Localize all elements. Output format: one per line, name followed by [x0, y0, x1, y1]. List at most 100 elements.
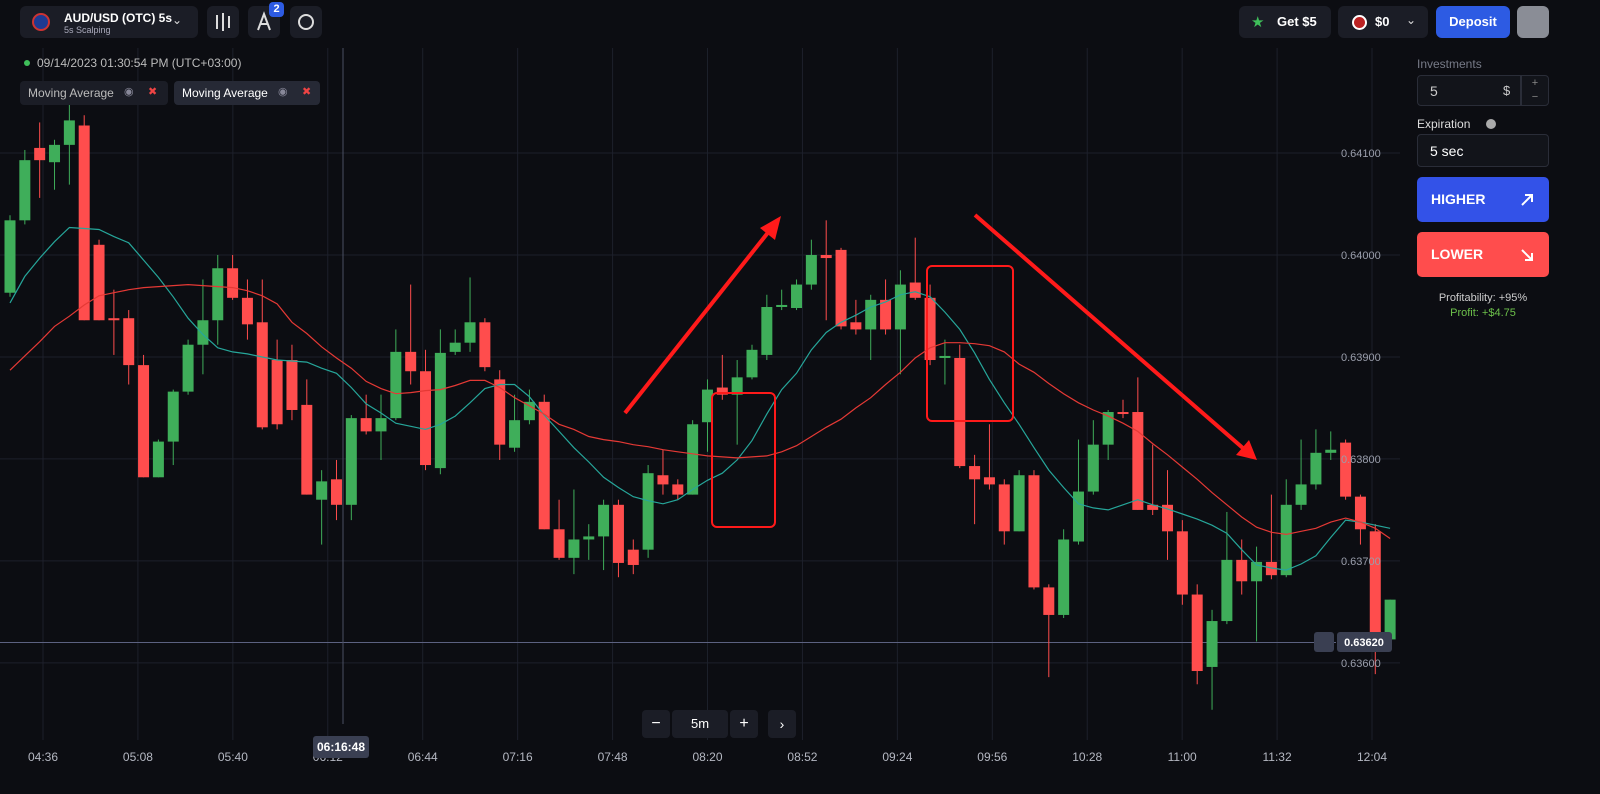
candle-body: [93, 244, 105, 321]
x-tick-label: 08:20: [692, 750, 722, 764]
candle-body: [405, 351, 417, 372]
scroll-right[interactable]: ›: [768, 710, 796, 738]
candle-body: [123, 318, 135, 366]
y-tick-label: 0.64100: [1341, 148, 1381, 160]
candle-body: [316, 481, 328, 500]
candle-body: [227, 268, 239, 298]
x-tick: 09:56: [977, 750, 1007, 764]
candle-body: [256, 322, 268, 428]
candle-body: [1147, 504, 1159, 510]
indicator-chip[interactable]: Moving Average ◉ ✖: [174, 81, 320, 105]
zoom-in[interactable]: +: [730, 710, 758, 738]
timeframe[interactable]: 5m: [672, 710, 728, 738]
candle-body: [776, 304, 788, 307]
candle-body: [152, 441, 164, 478]
higher-button[interactable]: HIGHER: [1417, 177, 1549, 222]
currency: $: [1503, 83, 1511, 98]
avatar[interactable]: [1517, 6, 1549, 38]
expiration: 5 sec: [1430, 143, 1464, 159]
y-tick-label: 0.64000: [1341, 250, 1381, 262]
candle-body: [1206, 621, 1218, 667]
candle-body: [835, 249, 847, 327]
candle-body: [1295, 484, 1307, 505]
eye-icon[interactable]: ◉: [278, 86, 288, 98]
y-tick-label: 0.63700: [1341, 556, 1381, 568]
candle-body: [1236, 559, 1248, 582]
candle-body: [1191, 594, 1203, 672]
delete-icon[interactable]: ✖: [302, 86, 312, 98]
asset-selector[interactable]: AUD/USD (OTC) 5s 5s Scalping ⌄: [20, 6, 198, 38]
candle-body: [1162, 504, 1174, 532]
profit: Profit: +$4.75: [1450, 307, 1516, 319]
bonus: Get $5: [1277, 14, 1317, 29]
candle-body: [1325, 449, 1337, 453]
candle-body: [1340, 442, 1352, 497]
x-tick-label: 11:00: [1168, 750, 1197, 764]
investment-stepper[interactable]: + −: [1521, 75, 1549, 106]
investments-label: Investments: [1417, 57, 1482, 71]
candle-body: [1354, 496, 1366, 530]
y-tick-label: 0.63900: [1341, 352, 1381, 364]
icon: [298, 14, 314, 30]
icon: [257, 11, 271, 31]
investment-input[interactable]: 5 $: [1417, 75, 1521, 106]
x-tick-label: 08:52: [787, 750, 817, 764]
candle-body: [1310, 452, 1322, 485]
candle-body: [627, 549, 639, 565]
grid: [0, 48, 1400, 740]
x-tick: 07:48: [598, 750, 628, 764]
balance-button[interactable]: $0 ⌄: [1338, 6, 1428, 38]
zoom-out[interactable]: −: [642, 710, 670, 738]
investment: 5: [1430, 83, 1438, 99]
candle-body: [954, 357, 966, 467]
delete-icon[interactable]: ✖: [148, 86, 158, 98]
indicator-chip[interactable]: Moving Average ◉ ✖: [20, 81, 168, 105]
x-tick-label: 09:56: [977, 750, 1007, 764]
candle-body: [78, 125, 90, 321]
asset-sub: 5s Scalping: [64, 25, 111, 35]
x-tick-label: 09:24: [882, 750, 912, 764]
candle-body: [746, 349, 758, 378]
candle-body: [138, 365, 150, 478]
arrow-head: [760, 216, 781, 240]
x-tick: 11:32: [1263, 750, 1292, 764]
candle-body: [449, 342, 461, 352]
candle-body: [553, 529, 565, 558]
candle-body: [390, 351, 402, 419]
arrow-head: [1236, 440, 1257, 460]
candle-body: [212, 268, 224, 321]
indicator-name: Moving Average: [182, 86, 268, 100]
help-icon[interactable]: [1486, 119, 1496, 129]
deposit-button[interactable]: Deposit: [1436, 6, 1510, 38]
crosshair-label-bg: [313, 736, 369, 758]
price-label-bg: [1337, 632, 1392, 652]
candle-body: [523, 401, 535, 421]
alert-icon[interactable]: [1314, 632, 1334, 652]
chart-type-button[interactable]: [207, 6, 239, 38]
x-tick: 11:00: [1168, 750, 1197, 764]
highlight-box: [926, 265, 1014, 422]
alerts-button[interactable]: [290, 6, 322, 38]
lower-button[interactable]: LOWER: [1417, 232, 1549, 277]
candle-body: [434, 352, 446, 469]
x-tick-label: 05:08: [123, 750, 153, 764]
candle-body: [479, 322, 491, 368]
candle-body: [509, 420, 521, 448]
candle-body: [271, 360, 283, 425]
candle-body: [241, 297, 253, 325]
star-icon: ★: [1251, 14, 1265, 31]
status-dot: [24, 60, 30, 66]
arrow-icon: [1521, 194, 1533, 206]
trend-arrow: [973, 213, 1246, 451]
bonus-button[interactable]: ★ Get $5: [1239, 6, 1331, 38]
crosshair-time: 06:16:48: [317, 740, 365, 754]
candle-body: [998, 484, 1010, 532]
asset-name: AUD/USD (OTC) 5s: [64, 11, 173, 25]
eye-icon[interactable]: ◉: [124, 86, 134, 98]
x-tick-label: 05:40: [218, 750, 248, 764]
expiration-input[interactable]: 5 sec: [1417, 134, 1549, 167]
candle-body: [791, 284, 803, 309]
candle-body: [108, 318, 120, 321]
